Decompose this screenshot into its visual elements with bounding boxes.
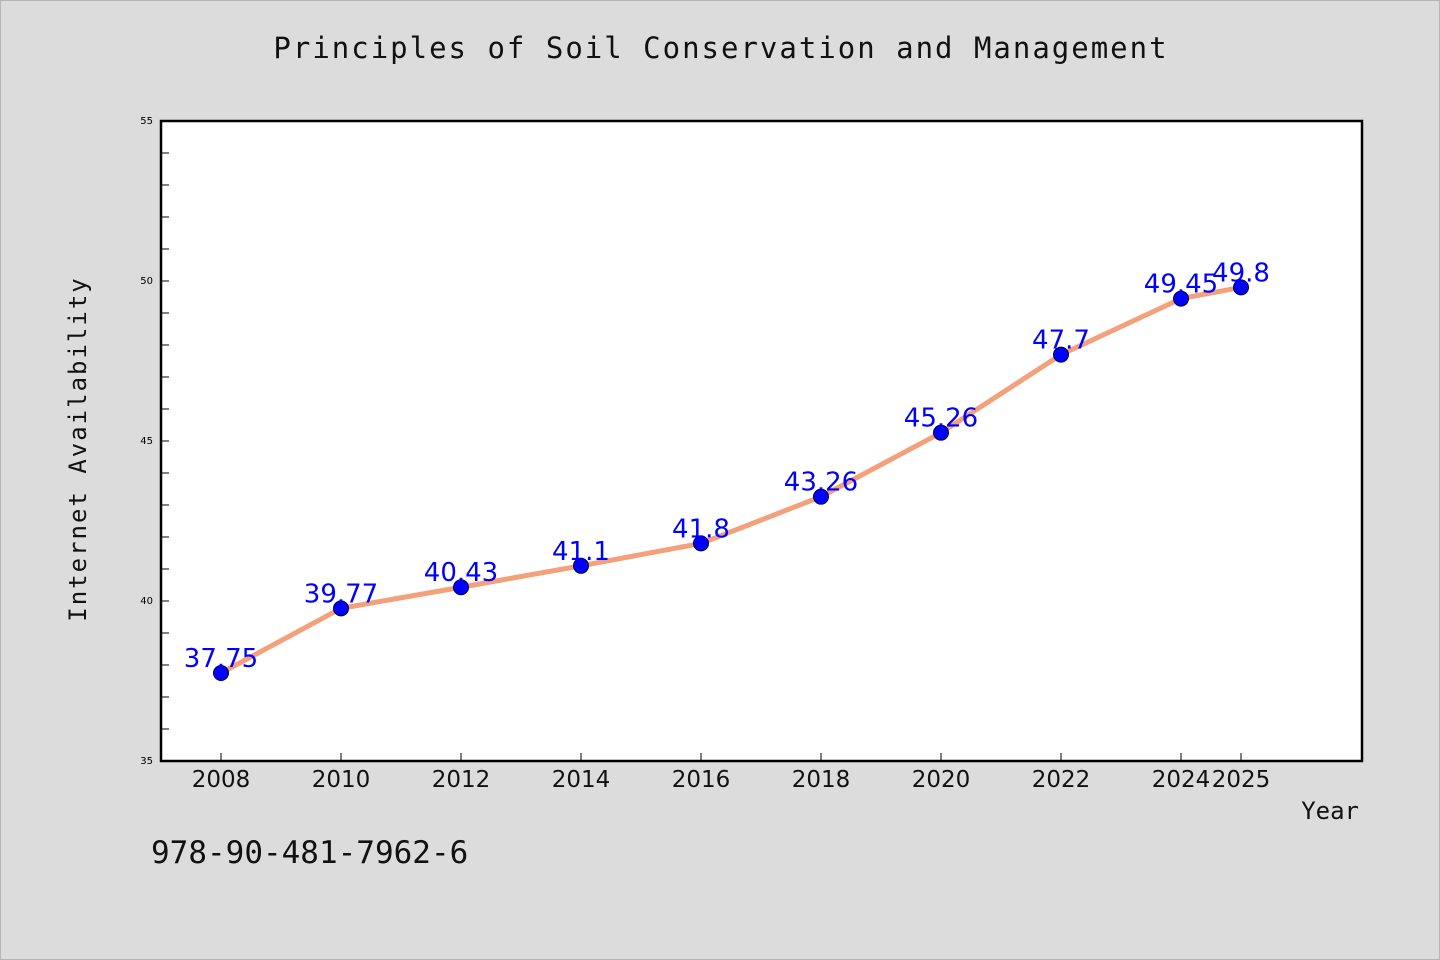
data-point xyxy=(933,424,949,441)
x-tick-label: 2025 xyxy=(1212,767,1271,793)
y-tick-label: 35 xyxy=(140,756,153,767)
data-point xyxy=(813,488,829,505)
x-tick-label: 2012 xyxy=(432,767,491,793)
x-tick-label: 2016 xyxy=(672,767,731,793)
data-point xyxy=(453,579,469,596)
isbn-text: 978-90-481-7962-6 xyxy=(151,835,469,871)
data-label: 40.43 xyxy=(424,558,498,588)
series-layer xyxy=(213,279,1249,681)
data-label: 45.26 xyxy=(904,404,978,434)
data-label: 49.8 xyxy=(1212,258,1270,288)
data-point xyxy=(573,557,589,574)
plot-area xyxy=(159,119,1364,763)
data-point xyxy=(1053,346,1069,363)
x-tick-label: 2008 xyxy=(192,767,251,793)
x-tick-label: 2018 xyxy=(792,767,851,793)
data-point xyxy=(693,535,709,552)
data-label: 37.75 xyxy=(184,644,258,674)
y-tick-label: 55 xyxy=(140,116,153,127)
y-tick-label: 50 xyxy=(140,276,153,287)
chart-title: Principles of Soil Conservation and Mana… xyxy=(273,31,1169,65)
y-tick-label: 40 xyxy=(140,596,153,607)
data-point xyxy=(1173,290,1189,307)
data-point xyxy=(213,665,229,681)
x-tick-label: 2024 xyxy=(1152,767,1211,793)
data-label: 41.8 xyxy=(672,514,730,544)
y-axis-ticks: 35 40 45 50 55 xyxy=(140,116,169,767)
data-label: 41.1 xyxy=(552,537,610,567)
data-label: 47.7 xyxy=(1032,326,1090,356)
x-axis-label: Year xyxy=(1301,797,1359,825)
x-tick-label: 2020 xyxy=(912,767,971,793)
data-labels-layer: 37.75 39.77 40.43 41.1 41.8 43.26 45.26 47.7 49.… xyxy=(184,258,1270,674)
x-tick-label: 2010 xyxy=(312,767,371,793)
x-axis-ticks: 2008 2010 2012 2014 2016 2018 2020 2022 2024 2025 xyxy=(192,753,1271,793)
data-label: 49.45 xyxy=(1144,270,1218,300)
data-label: 43.26 xyxy=(784,468,858,498)
x-tick-label: 2014 xyxy=(552,767,611,793)
x-tick-label: 2022 xyxy=(1032,767,1091,793)
data-label: 39.77 xyxy=(304,579,378,609)
series-line xyxy=(218,284,1244,676)
y-tick-label: 45 xyxy=(140,436,153,447)
data-point xyxy=(1233,279,1249,296)
data-point xyxy=(333,600,349,617)
